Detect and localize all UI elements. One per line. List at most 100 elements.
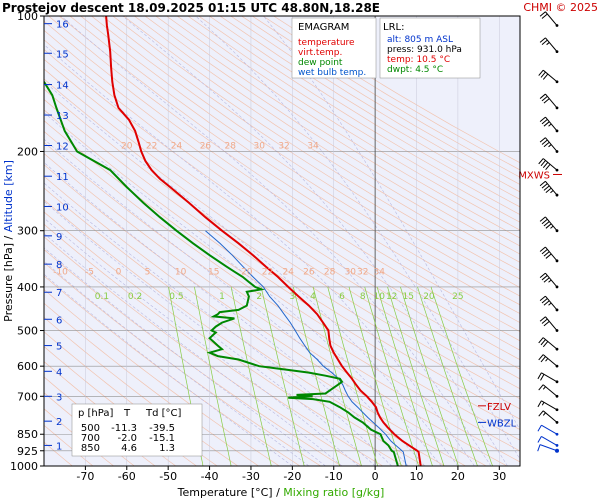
wind-barb-feather	[539, 272, 546, 279]
dry-adiabat-line	[112, 16, 520, 280]
wind-barb-feather	[537, 424, 542, 432]
dry-adiabat-line	[91, 16, 520, 297]
moist-adiabat-line	[44, 44, 475, 466]
dry-adiabat-line	[58, 16, 520, 324]
wind-barb-feather	[541, 183, 548, 189]
moist-adiabat-line	[263, 16, 520, 431]
mixing-ratio-label: 25	[452, 292, 463, 302]
thetae-label: 20	[241, 268, 253, 278]
wind-barb-base	[555, 168, 559, 172]
wind-barb-feather	[540, 160, 546, 167]
dry-adiabat-line	[155, 16, 520, 247]
y-axis-label: Pressure [hPa] / Altitude [km]	[2, 160, 15, 322]
wind-barb-half	[550, 225, 554, 229]
lrl-box: LRL: alt: 805 m ASL press: 931.0 hPa tem…	[379, 17, 481, 79]
mixing-ratio-line	[194, 286, 232, 466]
altitude-tick-label: 13	[56, 111, 69, 122]
lrl-press: press: 931.0 hPa	[387, 45, 462, 55]
table-cell: 500	[81, 423, 100, 434]
y-tick-label: 925	[17, 445, 38, 458]
wind-barb-base	[555, 420, 559, 424]
legend-title: EMAGRAM	[298, 22, 349, 33]
mixing-ratio-label: 15	[403, 292, 414, 302]
dry-adiabat-line	[187, 16, 520, 223]
mixing-ratio-label: 4	[310, 292, 316, 302]
thetae-label: 24	[282, 268, 294, 278]
altitude-tick-label: 1	[56, 441, 62, 452]
wind-barb-feather	[542, 162, 549, 169]
dry-adiabat-line	[134, 16, 520, 263]
table-cell: 700	[81, 433, 100, 444]
moist-adiabat-line	[44, 162, 409, 466]
wind-barb-feather	[539, 216, 546, 222]
mixing-ratio-line	[230, 286, 272, 466]
wind-barb-base	[555, 408, 559, 412]
mixing-ratio-line	[387, 286, 445, 466]
wind-barb-feather	[543, 141, 550, 148]
x-tick-label: 0	[372, 470, 379, 483]
wind-barb-feather	[541, 13, 548, 19]
thetae-label: -10	[53, 268, 68, 278]
wind-barb-base	[555, 347, 559, 351]
moist-adiabat-line	[44, 260, 310, 466]
y-tick-label: 300	[17, 225, 38, 238]
axes: -70 -60 -50 -40 -30 -20 -10 0 10 20 30100200300400…	[10, 10, 506, 483]
x-tick-label: -60	[118, 470, 136, 483]
thetae-label: 28	[324, 268, 336, 278]
wind-surface-marker	[555, 448, 559, 453]
wind-barb-base	[555, 432, 559, 436]
wind-barb-half	[548, 302, 552, 306]
wind-barb-base	[555, 259, 559, 263]
dry-adiabat-line	[48, 16, 520, 333]
wind-barb-base	[555, 106, 559, 110]
x-tick-label: 20	[451, 470, 465, 483]
wind-barbs	[537, 11, 559, 453]
table-header-p: p [hPa]	[78, 408, 113, 419]
thetae-label: 5	[145, 268, 151, 278]
mixing-ratio-line	[292, 286, 340, 466]
wind-barb-feather	[541, 139, 548, 145]
altitude-tick-label: 9	[56, 232, 62, 243]
wind-barb-base	[555, 129, 559, 133]
wind-barb-feather	[538, 337, 544, 344]
y-tick-label: 1000	[10, 460, 38, 473]
y-tick-label: 200	[17, 145, 38, 158]
altitude-tick-label: 5	[56, 342, 62, 353]
chart-title: Prostejov descent 18.09.2025 01:15 UTC 4…	[2, 1, 380, 15]
moist-adiabat-line	[44, 217, 359, 466]
wind-barb-feather	[543, 277, 550, 283]
altitude-tick-label: 7	[56, 288, 62, 299]
wind-barb-feather	[540, 71, 546, 78]
legend-wet-bulb: wet bulb temp.	[298, 68, 366, 78]
y-tick-label: 700	[17, 390, 38, 403]
wind-barb-base	[555, 24, 559, 27]
dry-adiabat-line	[176, 16, 520, 231]
moist-adiabat-line	[44, 182, 392, 466]
wetbulb-line	[205, 230, 407, 466]
wind-barb-feather	[542, 73, 549, 80]
lrl-title: LRL:	[383, 22, 404, 33]
thetae-label: 24	[171, 141, 183, 151]
dry-adiabat-line	[144, 16, 520, 255]
wind-barb-base	[555, 380, 559, 384]
altitude-tick-label: 3	[56, 392, 62, 403]
thetae-label: 30	[345, 268, 357, 278]
wind-barb-feather	[541, 118, 548, 125]
level-annotation: FZLV	[487, 402, 511, 413]
table-cell: -15.1	[149, 433, 175, 444]
wind-barb-feather	[545, 187, 552, 194]
thetae-label: 22	[262, 268, 273, 278]
thetae-label: 26	[303, 268, 315, 278]
wind-barb-feather	[541, 218, 548, 225]
thetae-label: 32	[278, 141, 289, 151]
wind-barb-feather	[538, 384, 544, 391]
wind-barb-feather	[539, 180, 546, 187]
legend-dew-point: dew point	[298, 58, 343, 68]
x-tick-label: -30	[242, 470, 260, 483]
altitude-tick-label: 11	[56, 172, 69, 183]
table-cell: -2.0	[117, 433, 137, 444]
mixing-ratio-line	[327, 286, 379, 466]
wind-barb-feather	[542, 341, 549, 348]
